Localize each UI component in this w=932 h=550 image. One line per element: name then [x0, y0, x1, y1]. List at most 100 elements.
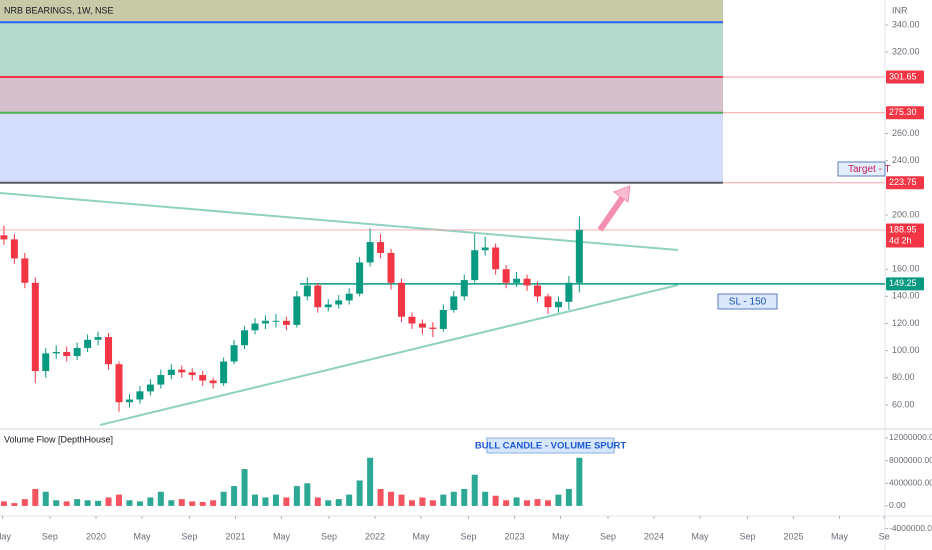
volume-bar	[126, 500, 133, 506]
candle-body	[125, 399, 133, 403]
price-label-bg	[886, 70, 924, 84]
candle-body	[52, 352, 60, 354]
price-label: 275.30	[889, 107, 917, 117]
price-label-bg	[886, 277, 924, 291]
support-trendline	[99, 284, 679, 426]
candle-body	[450, 296, 458, 310]
candle-body	[115, 364, 123, 403]
candle-body	[209, 380, 217, 384]
candle-body	[105, 337, 113, 365]
y-tick-label: 0.00	[889, 500, 906, 510]
candle-body	[230, 345, 238, 362]
volume-bar	[147, 497, 154, 506]
resistance-trendline	[0, 192, 679, 251]
zone	[0, 0, 723, 23]
candle-body	[167, 369, 175, 376]
volume-bar	[220, 491, 227, 506]
candle-body	[241, 330, 249, 346]
volume-bar	[11, 503, 18, 506]
zone	[0, 77, 723, 113]
x-tick-label: Sep	[181, 531, 197, 541]
target-arrow	[597, 185, 631, 232]
volume-bar	[241, 469, 248, 506]
volume-bar	[189, 501, 196, 506]
volume-bar	[408, 500, 415, 506]
volume-bar	[503, 500, 510, 506]
countdown-label: 4d 2h	[889, 235, 912, 245]
candle-body	[481, 247, 489, 251]
candle-body	[387, 252, 395, 283]
candle-body	[42, 353, 50, 372]
volume-bar	[199, 501, 206, 506]
volume-bar	[105, 497, 112, 506]
volume-bar	[450, 491, 457, 506]
volume-bar	[367, 457, 374, 506]
x-tick-label: Sep	[42, 531, 58, 541]
volume-bar	[461, 488, 468, 506]
price-label-bg	[886, 106, 924, 120]
volume-box	[486, 437, 615, 454]
candle-body	[471, 250, 479, 281]
x-tick-label: Sep	[460, 531, 476, 541]
candle-body	[303, 285, 311, 297]
x-tick-label: May	[134, 531, 152, 541]
y-tick-label: 340.00	[892, 19, 920, 29]
candle-body	[220, 361, 228, 384]
volume-bar	[398, 494, 405, 506]
candle-body	[502, 269, 510, 283]
volume-bar	[42, 491, 49, 506]
volume-bar	[555, 494, 562, 506]
volume-bar	[283, 497, 290, 506]
y-tick-label: 160.00	[892, 264, 920, 274]
candle-body	[377, 242, 385, 253]
volume-bar	[482, 491, 489, 506]
volume-bar	[429, 500, 436, 506]
volume-bar	[0, 501, 7, 506]
target-box	[837, 161, 886, 177]
x-tick-label: 2025	[783, 531, 803, 541]
target-annotation: Target - T	[848, 164, 891, 175]
x-tick-label: Sep	[600, 531, 616, 541]
x-tick-label: May	[831, 531, 849, 541]
volume-bar	[325, 500, 332, 506]
candle-body	[397, 282, 405, 317]
chart-title: NRB BEARINGS, 1W, NSE	[4, 5, 114, 15]
indicator-title: Volume Flow [DepthHouse]	[4, 434, 113, 444]
volume-bar	[335, 499, 342, 506]
price-label: 223.75	[889, 177, 917, 187]
y-tick-label: 60.00	[892, 399, 915, 409]
candle-body	[199, 375, 207, 381]
price-label-bg	[886, 223, 924, 248]
volume-bar	[63, 501, 70, 506]
volume-bar	[178, 499, 185, 506]
volume-bar	[534, 499, 541, 506]
price-label-bg	[886, 176, 924, 190]
sl-annotation: SL - 150	[729, 297, 767, 308]
volume-bar	[136, 501, 143, 506]
candle-body	[439, 309, 447, 329]
volume-bar	[74, 499, 81, 506]
x-tick-label: May	[413, 531, 431, 541]
volume-bar	[314, 497, 321, 506]
candle-body	[21, 258, 29, 283]
candle-body	[575, 229, 583, 283]
x-tick-label: 2024	[644, 531, 664, 541]
candle-body	[460, 280, 468, 297]
candle-body	[534, 285, 542, 297]
zone	[0, 112, 723, 183]
y-tick-label: 100.00	[892, 345, 920, 355]
x-tick-label: Sep	[321, 531, 337, 541]
y-tick-label: 80.00	[892, 372, 915, 382]
candle-body	[418, 323, 426, 328]
candle-body	[261, 320, 269, 324]
candle-body	[408, 316, 416, 324]
volume-bar	[576, 457, 583, 506]
y-tick-label: 200.00	[892, 209, 920, 219]
y-tick-label: 120.00	[892, 318, 920, 328]
volume-bar	[21, 499, 28, 506]
volume-bar	[262, 497, 269, 506]
volume-bar	[272, 494, 279, 506]
candle-body	[523, 278, 531, 286]
candle-body	[272, 320, 280, 322]
price-label: 188.95	[889, 224, 917, 234]
